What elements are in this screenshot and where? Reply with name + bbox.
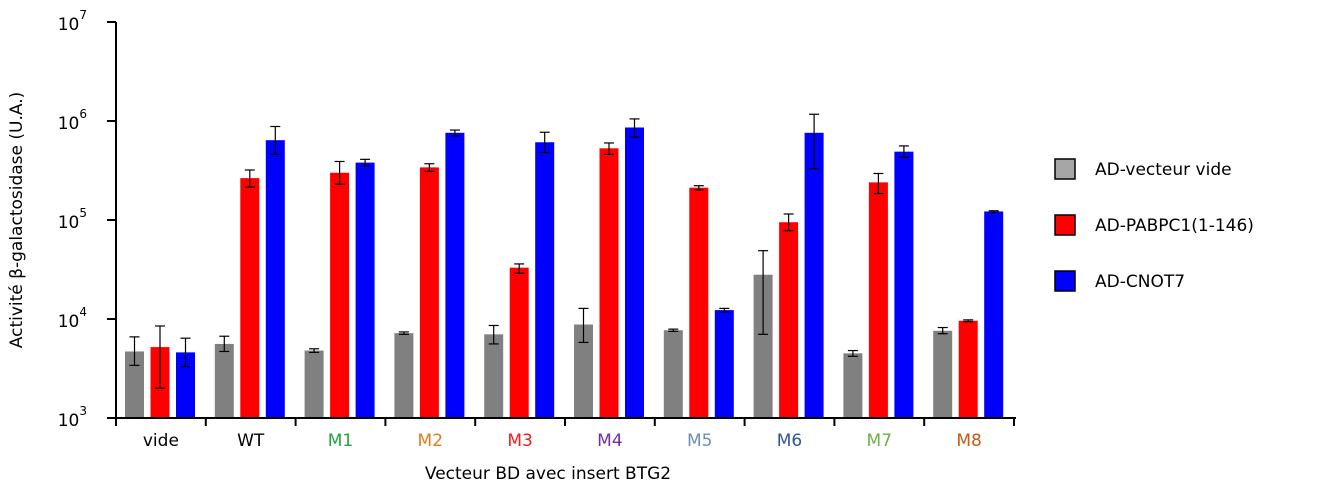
bar	[176, 352, 195, 418]
bar	[663, 330, 683, 418]
legend-label: AD-CNOT7	[1095, 272, 1185, 292]
bar	[240, 178, 260, 418]
bar	[355, 162, 375, 418]
error-bar	[758, 250, 769, 335]
legend: AD-vecteur vide AD-PABPC1(1-146) AD-CNOT7	[1054, 158, 1254, 292]
error-bar	[539, 131, 550, 154]
error-bar	[873, 172, 884, 195]
bar	[984, 211, 1004, 418]
y-tick-label: 107	[58, 8, 87, 35]
error-bar	[963, 319, 974, 323]
error-bar	[783, 213, 794, 232]
bar	[214, 343, 234, 418]
bar	[484, 334, 504, 418]
bar	[868, 182, 888, 418]
error-bar	[988, 210, 999, 213]
x-tick-label: M8	[956, 431, 981, 451]
bar	[843, 353, 863, 418]
bar	[394, 333, 414, 418]
error-bar	[309, 348, 320, 353]
error-bar	[398, 331, 409, 335]
error-bar	[488, 324, 499, 345]
bars-layer	[125, 127, 1004, 419]
error-bar	[578, 307, 589, 344]
error-bar	[604, 142, 614, 155]
bar	[535, 142, 555, 418]
bar	[125, 351, 144, 418]
error-bars-layer	[129, 113, 999, 389]
x-labels-layer: vide WT M1 M2 M3 M4 M5 M6 M7 M8	[115, 418, 1015, 451]
error-bar	[668, 328, 679, 332]
bar	[894, 151, 914, 418]
x-tick-label: M1	[328, 431, 353, 451]
error-bar	[155, 325, 165, 389]
legend-swatch	[1054, 214, 1076, 236]
legend-item: AD-vecteur vide	[1054, 158, 1232, 180]
error-bar	[244, 169, 255, 188]
bar	[574, 324, 593, 418]
y-tick-label: 105	[58, 206, 87, 233]
x-tick-label: M3	[507, 431, 532, 451]
bar	[689, 187, 709, 418]
error-bar	[809, 113, 820, 170]
error-bar	[180, 337, 191, 368]
error-bar	[424, 163, 435, 172]
y-tick-label: 106	[58, 107, 87, 134]
bar	[933, 330, 953, 418]
bar	[509, 267, 529, 418]
error-bar	[937, 326, 948, 335]
legend-swatch	[1054, 158, 1076, 180]
error-bar	[719, 307, 730, 313]
error-bar	[449, 129, 460, 137]
bar	[804, 132, 824, 419]
legend-swatch	[1054, 270, 1076, 292]
bar	[958, 320, 978, 418]
error-bar	[847, 349, 858, 357]
error-bar	[334, 160, 345, 185]
error-bar	[514, 263, 525, 274]
x-tick-label: M2	[418, 431, 443, 451]
bar	[625, 127, 644, 418]
x-axis-title: Vecteur BD avec insert BTG2	[425, 464, 671, 484]
y-tick-label: 103	[58, 404, 87, 431]
legend-label: AD-vecteur vide	[1095, 160, 1232, 180]
bar	[445, 132, 465, 419]
bar	[265, 140, 285, 419]
bar	[304, 350, 324, 418]
bar	[330, 172, 350, 418]
x-tick-label: M5	[687, 431, 712, 451]
y-tick-label: 104	[58, 305, 87, 332]
bar	[419, 167, 439, 418]
legend-label: AD-PABPC1(1-146)	[1095, 216, 1254, 236]
y-ticks-layer: 103 104 105 106 107	[58, 8, 116, 431]
bar	[714, 310, 734, 418]
error-bar	[629, 118, 640, 138]
bar	[599, 148, 619, 418]
x-tick-label: WT	[237, 431, 265, 451]
error-bar	[898, 145, 909, 158]
error-bar	[693, 185, 704, 191]
error-bar	[129, 336, 140, 366]
error-bar	[360, 158, 371, 167]
x-tick-label: vide	[143, 431, 179, 451]
legend-item: AD-PABPC1(1-146)	[1054, 214, 1254, 236]
x-tick-label: M6	[777, 431, 802, 451]
error-bar	[219, 335, 230, 353]
bar	[779, 222, 799, 418]
bar	[753, 274, 773, 418]
legend-item: AD-CNOT7	[1054, 270, 1185, 292]
error-bar	[270, 125, 281, 155]
x-tick-label: M4	[597, 431, 622, 451]
x-tick-label: M7	[867, 431, 892, 451]
y-axis-title: Activité β-galactosidase (U.A.)	[7, 92, 27, 348]
